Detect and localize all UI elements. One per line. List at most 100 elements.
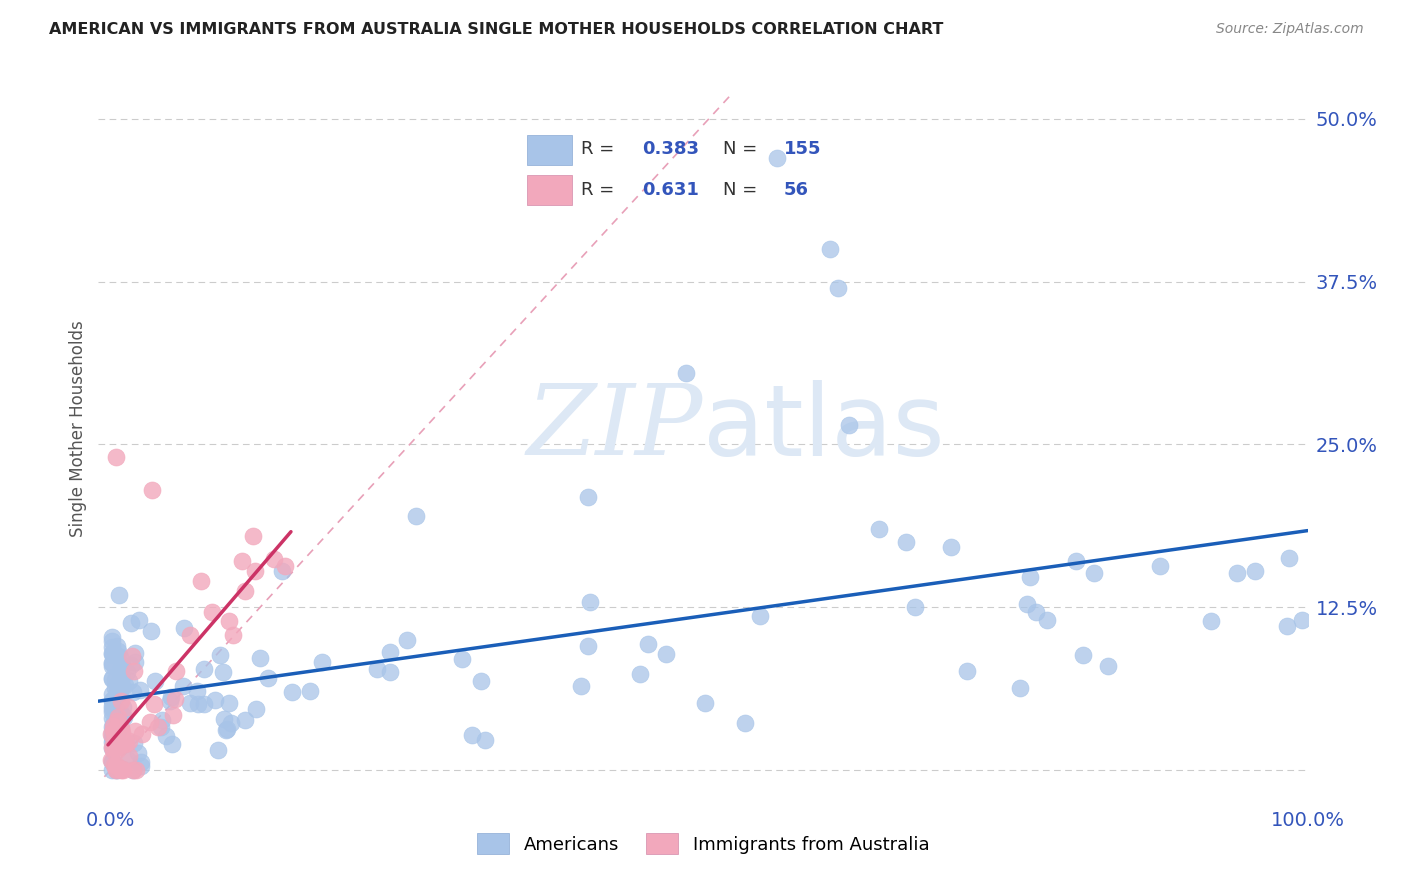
Text: atlas: atlas (703, 380, 945, 476)
Point (105, 732, 128, 747)
Point (112, 763, 135, 777)
Point (734, 716, 756, 731)
Point (107, 710, 129, 724)
Point (405, 509, 427, 524)
Point (1149, 559, 1171, 574)
Point (100, 725, 122, 739)
Point (101, 741, 124, 756)
Point (139, 714, 162, 729)
Point (100, 698, 122, 713)
Point (110, 762, 132, 776)
Point (100, 735, 122, 749)
Point (128, 683, 150, 698)
Text: 0.631: 0.631 (643, 181, 699, 199)
Point (101, 697, 124, 711)
Point (105, 685, 128, 699)
Point (576, 490, 599, 504)
Text: AMERICAN VS IMMIGRANTS FROM AUSTRALIA SINGLE MOTHER HOUSEHOLDS CORRELATION CHART: AMERICAN VS IMMIGRANTS FROM AUSTRALIA SI… (49, 22, 943, 37)
Point (104, 762, 127, 776)
Point (111, 679, 134, 693)
Point (100, 656, 122, 670)
Point (142, 698, 165, 712)
Point (107, 684, 129, 698)
Point (100, 720, 122, 734)
Point (107, 681, 129, 696)
Point (100, 702, 122, 716)
Point (186, 684, 208, 698)
Point (274, 558, 297, 573)
Point (108, 739, 131, 754)
Point (461, 728, 484, 742)
Point (118, 749, 141, 764)
Point (378, 665, 401, 679)
Point (105, 726, 128, 740)
Point (110, 661, 132, 675)
Point (110, 693, 132, 707)
Point (257, 671, 280, 685)
Point (233, 713, 256, 727)
Point (104, 763, 127, 777)
Point (675, 366, 697, 380)
Point (108, 650, 131, 665)
Point (155, 729, 177, 743)
Point (179, 628, 201, 642)
Point (110, 721, 132, 735)
Point (695, 696, 717, 710)
Point (120, 615, 142, 630)
Point (838, 417, 860, 432)
Point (209, 648, 232, 662)
Point (894, 535, 917, 549)
Point (149, 720, 172, 734)
Point (100, 694, 122, 708)
Point (104, 763, 127, 777)
Point (628, 666, 651, 681)
Point (165, 664, 187, 678)
Text: N =: N = (723, 140, 763, 158)
Text: ZIP: ZIP (527, 381, 703, 475)
Point (201, 605, 224, 619)
Point (868, 522, 890, 536)
FancyBboxPatch shape (527, 135, 572, 164)
Point (212, 665, 235, 680)
Point (100, 711, 122, 725)
Point (103, 733, 125, 747)
Point (105, 677, 128, 691)
Point (100, 754, 122, 768)
Point (112, 735, 135, 749)
Point (105, 714, 128, 729)
Point (100, 755, 122, 769)
Point (1275, 619, 1298, 633)
Point (578, 595, 600, 609)
Point (101, 740, 124, 755)
Point (1019, 570, 1042, 584)
Point (1035, 613, 1057, 627)
Point (100, 673, 122, 687)
Point (105, 757, 128, 772)
Point (271, 564, 294, 578)
Point (1083, 566, 1105, 580)
Point (1015, 597, 1038, 611)
Point (127, 746, 149, 760)
Point (470, 673, 492, 688)
Point (451, 651, 474, 665)
Point (115, 665, 138, 680)
Point (281, 685, 304, 699)
Point (150, 713, 173, 727)
Point (100, 727, 122, 741)
Point (207, 743, 229, 757)
Point (100, 659, 122, 673)
Point (187, 698, 209, 712)
Point (1226, 566, 1249, 580)
Point (122, 664, 145, 678)
Point (827, 281, 849, 295)
Point (117, 734, 139, 748)
Point (101, 634, 124, 648)
Point (818, 242, 841, 256)
Point (378, 645, 401, 659)
Point (110, 669, 132, 683)
Point (1064, 554, 1087, 568)
Point (160, 690, 183, 704)
Point (108, 723, 131, 737)
Point (105, 450, 128, 465)
Point (395, 633, 418, 648)
